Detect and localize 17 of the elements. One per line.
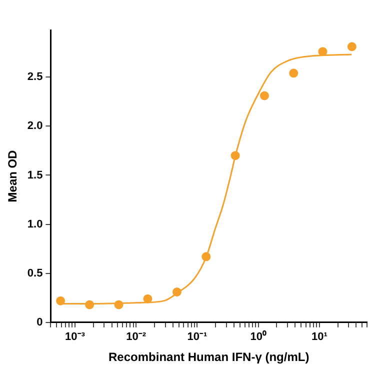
point [260, 91, 269, 100]
y-tick-label: 2.5 [27, 71, 43, 84]
x-axis-title: Recombinant Human IFN-γ (ng/mL) [108, 350, 310, 364]
point [347, 42, 356, 52]
x-tick-label: 10⁰ [250, 330, 266, 344]
x-tick-label: 10¹ [311, 331, 328, 344]
x-tick-label: 10⁻¹ [187, 331, 208, 344]
x-tick-label: 10⁻³ [65, 331, 86, 344]
y-axis-title: Mean OD [6, 150, 20, 202]
x-tick-label: 10⁻² [126, 331, 146, 344]
y-tick-label: 0.5 [27, 267, 43, 280]
y-tick-label: 2.0 [27, 120, 43, 132]
point [289, 68, 298, 78]
y-tick-label: 1.5 [27, 169, 43, 182]
point [56, 296, 66, 306]
y-tick-label: 0 [36, 316, 43, 328]
y-tick-label: 1.0 [27, 218, 43, 230]
